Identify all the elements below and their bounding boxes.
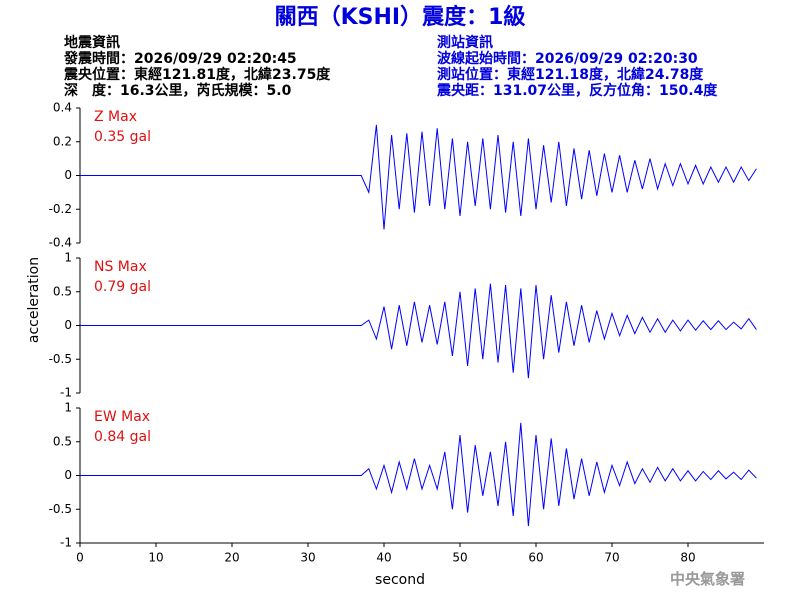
y-tick-label: -0.2 bbox=[49, 202, 72, 216]
x-tick-label: 0 bbox=[76, 551, 84, 565]
waveform bbox=[80, 283, 757, 379]
y-tick-label: -0.5 bbox=[49, 352, 72, 366]
y-tick-label: 0 bbox=[64, 318, 72, 332]
x-tick-label: 20 bbox=[224, 551, 239, 565]
y-tick-label: 0.4 bbox=[53, 101, 72, 115]
right-info: 測站資訊 bbox=[437, 34, 493, 51]
component-label: Z Max bbox=[94, 109, 137, 125]
waveform bbox=[80, 124, 757, 230]
y-axis-label: acceleration bbox=[26, 257, 42, 343]
y-tick-label: -0.4 bbox=[49, 236, 72, 250]
y-tick-label: -1 bbox=[60, 386, 72, 400]
left-info: 深 度：16.3公里，芮氏規模：5.0 bbox=[64, 82, 292, 99]
right-info: 波線起始時間：2026/09/29 02:20:30 bbox=[437, 50, 698, 67]
component-label: NS Max bbox=[94, 259, 147, 275]
y-tick-label: 1 bbox=[64, 251, 72, 265]
left-info: 發震時間：2026/09/29 02:20:45 bbox=[63, 50, 297, 67]
y-tick-label: -1 bbox=[60, 536, 72, 550]
y-tick-label: 0.5 bbox=[53, 284, 72, 298]
x-tick-label: 30 bbox=[300, 551, 315, 565]
waveform bbox=[80, 422, 757, 527]
x-tick-label: 50 bbox=[452, 551, 467, 565]
y-tick-label: 0.2 bbox=[53, 134, 72, 148]
x-axis-label: second bbox=[375, 572, 425, 588]
x-tick-label: 70 bbox=[604, 551, 619, 565]
y-tick-label: -0.5 bbox=[49, 502, 72, 516]
left-info: 震央位置：東經121.81度，北緯23.75度 bbox=[63, 66, 331, 83]
y-tick-label: 0 bbox=[64, 168, 72, 182]
y-tick-label: 1 bbox=[64, 401, 72, 415]
footer: 中央氣象署 bbox=[670, 570, 745, 588]
y-tick-label: 0.5 bbox=[53, 434, 72, 448]
y-tick-label: 0 bbox=[64, 468, 72, 482]
right-info: 震央距：131.07公里，反方位角：150.4度 bbox=[436, 82, 718, 99]
right-info: 測站位置：東經121.18度，北緯24.78度 bbox=[437, 66, 704, 83]
x-tick-label: 10 bbox=[148, 551, 163, 565]
left-info: 地震資訊 bbox=[64, 34, 120, 51]
max-label: 0.35 gal bbox=[94, 129, 151, 145]
x-tick-label: 80 bbox=[680, 551, 695, 565]
max-label: 0.79 gal bbox=[94, 279, 151, 295]
component-label: EW Max bbox=[94, 409, 150, 425]
max-label: 0.84 gal bbox=[94, 429, 151, 445]
title: 關西（KSHI）震度：1級 bbox=[275, 4, 526, 30]
x-tick-label: 60 bbox=[528, 551, 543, 565]
x-tick-label: 40 bbox=[376, 551, 391, 565]
